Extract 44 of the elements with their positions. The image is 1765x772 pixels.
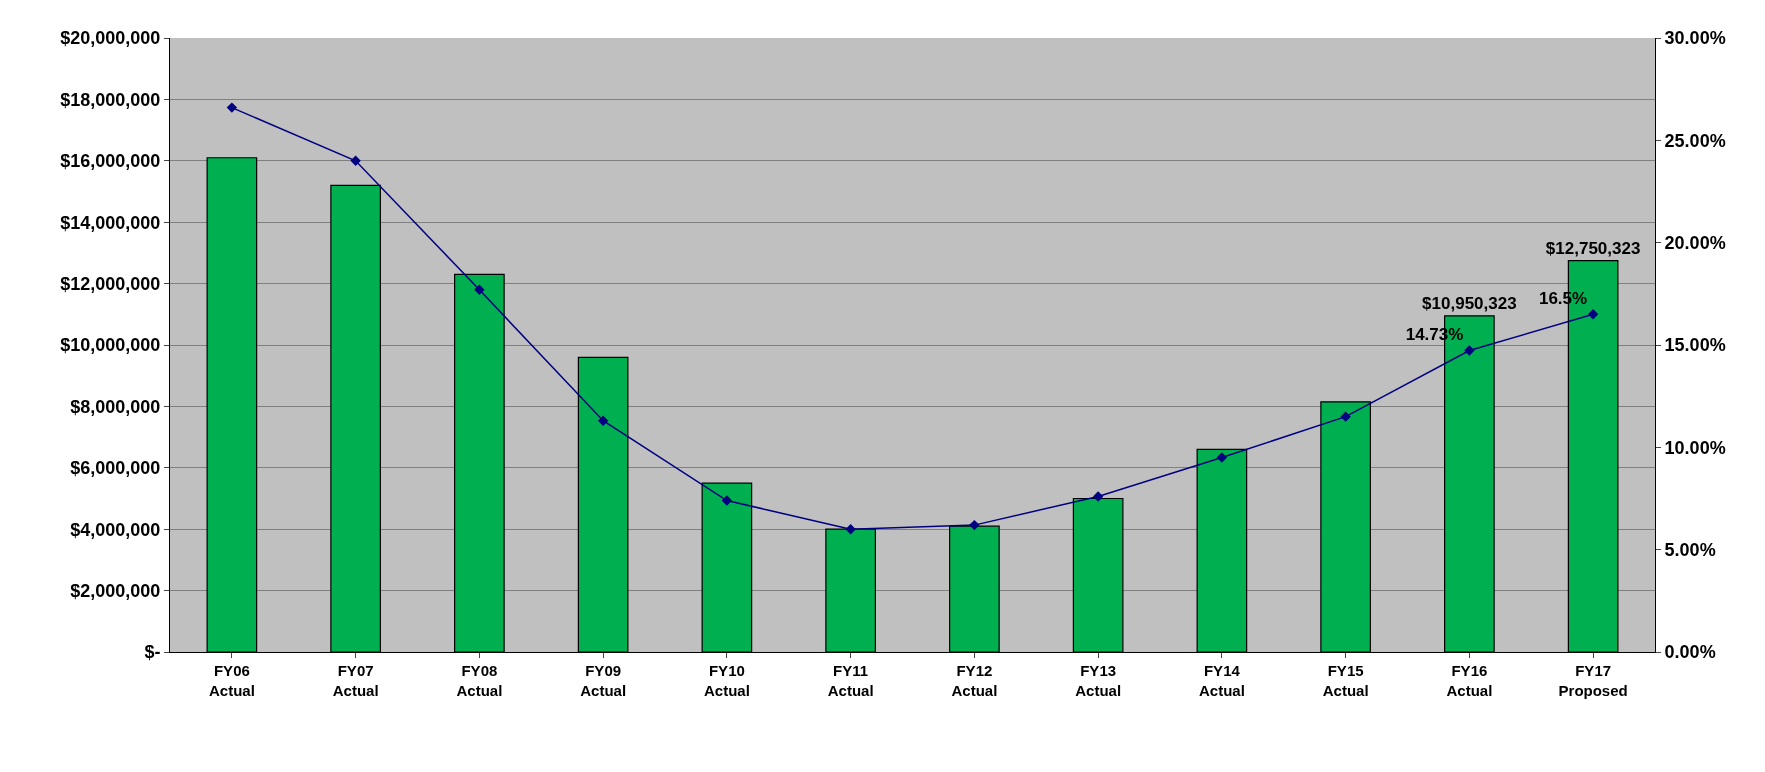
y-tick-label: $-: [144, 642, 161, 663]
y2-tick-label: 30.00%: [1664, 28, 1726, 49]
x-tick-label: FY06 Actual: [208, 662, 255, 699]
y2-tick-label: 5.00%: [1664, 539, 1716, 560]
point: [474, 284, 485, 295]
x-tick-label: FY08 Actual: [456, 662, 503, 699]
data-label: $10,950,323: [1422, 293, 1517, 313]
y-tick-label: $14,000,000: [60, 212, 161, 233]
y-tick-label: $16,000,000: [60, 151, 161, 172]
point: [350, 155, 361, 166]
x-tick-label: FY10 Actual: [703, 662, 750, 699]
point: [1587, 309, 1599, 320]
x-tick-label: FY07 Actual: [332, 662, 379, 699]
point: [1092, 491, 1104, 502]
x-tick-label: FY11 Actual: [827, 662, 874, 699]
x-tick-label: FY17 Proposed: [1558, 662, 1628, 699]
point: [969, 519, 980, 531]
y-tick-label: $12,000,000: [60, 273, 161, 294]
y2-tick-label: 15.00%: [1664, 335, 1726, 356]
data-label: $12,750,323: [1545, 238, 1641, 258]
point: [1464, 345, 1475, 356]
x-tick-label: FY13 Actual: [1075, 662, 1122, 699]
point: [597, 415, 609, 426]
y-tick-label: $20,000,000: [60, 28, 161, 49]
y2-tick-label: 20.00%: [1664, 232, 1726, 253]
y-tick-label: $4,000,000: [70, 519, 161, 540]
y2-tick-label: 0.00%: [1664, 642, 1716, 663]
x-tick-label: FY14 Actual: [1198, 662, 1245, 699]
point: [1216, 452, 1228, 463]
x-tick-label: FY15 Actual: [1322, 662, 1369, 699]
x-tick-label: FY16 Actual: [1446, 662, 1493, 699]
x-tick-label: FY12 Actual: [951, 662, 998, 699]
point: [721, 495, 733, 506]
point: [1340, 411, 1351, 422]
y2-tick-label: 10.00%: [1664, 437, 1726, 458]
x-tick-label: FY09 Actual: [580, 662, 627, 699]
y-tick-label: $8,000,000: [70, 396, 161, 417]
y-tick-label: $10,000,000: [60, 335, 161, 356]
y-tick-label: $18,000,000: [60, 89, 161, 110]
y-tick-label: $6,000,000: [70, 458, 161, 479]
y2-tick-label: 25.00%: [1664, 130, 1726, 151]
point: [226, 102, 238, 113]
y-tick-label: $2,000,000: [70, 580, 161, 601]
point: [845, 524, 856, 535]
